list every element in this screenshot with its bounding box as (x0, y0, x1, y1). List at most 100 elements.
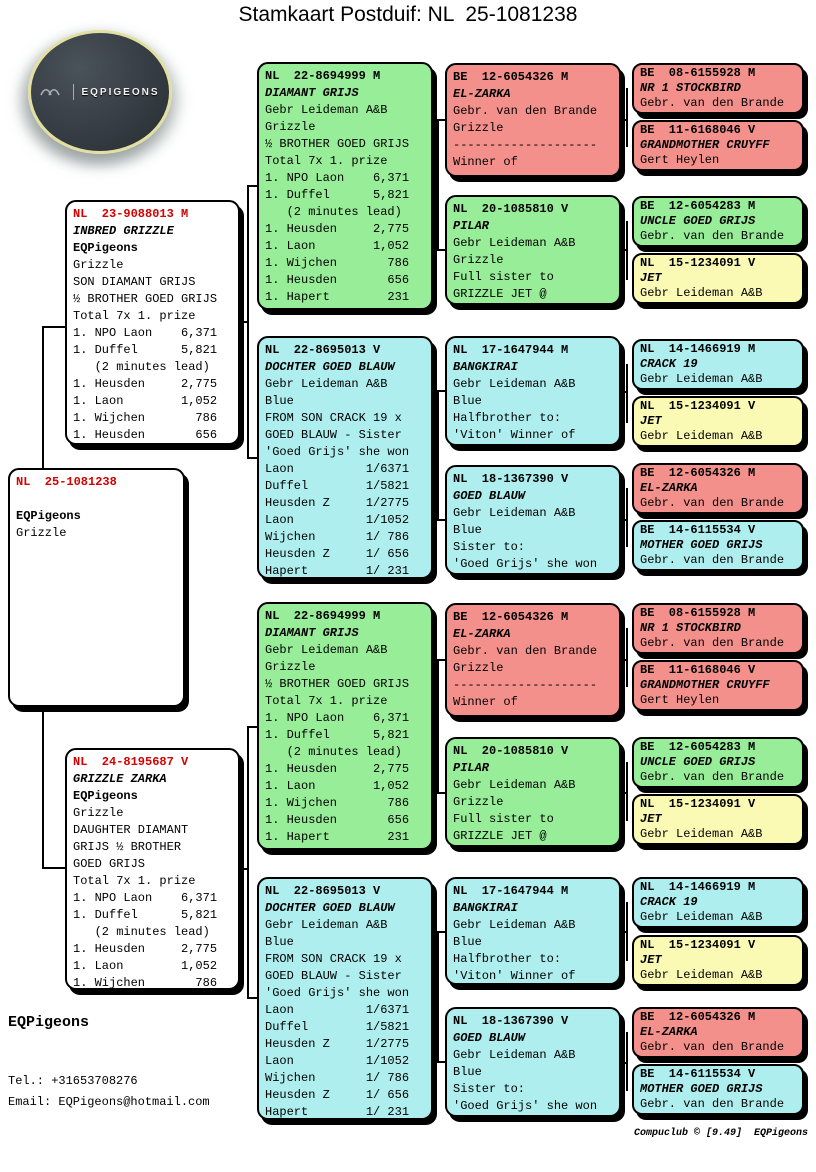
text-line: Gebr Leideman A&B (640, 286, 763, 300)
pedigree-box-pilar-2: NL 20-1085810 V PILAR Gebr Leideman A&B … (445, 737, 621, 847)
text-line: 1. Hapert 231 (265, 290, 410, 304)
text-line: (2 minutes lead) (73, 925, 210, 939)
ring-id: BE 08-6155928 M (640, 606, 756, 620)
pigeon-name: JET (640, 812, 662, 826)
pigeon-name: DIAMANT GRIJS (265, 626, 359, 640)
ring-id: NL 18-1367390 V (453, 1014, 569, 1028)
text-line: Gebr Leideman A&B (453, 1048, 576, 1062)
text-line: Grizzle (16, 526, 67, 540)
text-line: 1. Heusden 656 (73, 428, 218, 442)
pedigree-box-mother-goed-grijs-1: BE 14-6115534 V MOTHER GOED GRIJS Gebr. … (632, 520, 804, 571)
pedigree-connector (439, 519, 445, 521)
text-line: 'Viton' Winner of (453, 428, 576, 442)
text-line: Gebr Leideman A&B (640, 968, 763, 982)
ring-id: BE 12-6054326 M (640, 1010, 756, 1024)
text-line: Laon 1/1052 (265, 1054, 410, 1068)
ring-id: NL 15-1234091 V (640, 256, 756, 270)
text-line: Full sister to (453, 812, 554, 826)
text-line: Heusden Z 1/2775 (265, 1037, 410, 1051)
pigeon-name: EL-ZARKA (453, 87, 511, 101)
text-line: FROM SON CRACK 19 x (265, 411, 402, 425)
breeder-name: EQPigeons (8, 1014, 90, 1031)
text-line: DAUGHTER DIAMANT (73, 823, 189, 837)
text-line: 1. Heusden 656 (265, 813, 410, 827)
pedigree-connector (626, 628, 628, 687)
text-line: 1. Heusden 656 (265, 273, 410, 287)
pedigree-connector (431, 726, 437, 728)
text-line: 'Goed Grijs' she won (453, 1099, 598, 1113)
text-line: Grizzle (73, 258, 124, 272)
text-line: Blue (453, 935, 482, 949)
text-line: Gebr Leideman A&B (640, 372, 763, 386)
text-line: GRIZZLE JET @ (453, 829, 547, 843)
pedigree-connector (626, 88, 628, 147)
pigeon-name: DOCHTER GOED BLAUW (265, 360, 395, 374)
ring-id: NL 25-1081238 (16, 475, 117, 489)
text-line: 1. Wijchen 786 (73, 411, 218, 425)
pedigree-box-jet-1: NL 15-1234091 V JET Gebr Leideman A&B (632, 253, 804, 304)
pedigree-connector (439, 1061, 445, 1063)
ring-id: NL 22-8694999 M (265, 609, 381, 623)
text-line: 1. Duffel 5,821 (73, 343, 218, 357)
text-line: 1. Duffel 5,821 (265, 728, 410, 742)
pedigree-box-jet-3: NL 15-1234091 V JET Gebr Leideman A&B (632, 794, 804, 845)
ring-id: NL 17-1647944 M (453, 884, 569, 898)
software-credit: Compuclub © [9.49] EQPigeons (633, 1128, 808, 1139)
text-line: Gebr Leideman A&B (453, 506, 576, 520)
pedigree-box-diamant-grijs-1: NL 22-8694999 M DIAMANT GRIJS Gebr Leide… (257, 62, 433, 310)
text-line: Grizzle (453, 795, 504, 809)
text-line: 1. Heusden 2,775 (73, 942, 218, 956)
pedigree-box-el-zarka-small-2: BE 12-6054326 M EL-ZARKA Gebr. van den B… (632, 1007, 804, 1058)
pedigree-box-uncle-goed-grijs-2: BE 12-6054283 M UNCLE GOED GRIJS Gebr. v… (632, 737, 804, 788)
text-line: 'Goed Grijs' she won (265, 986, 410, 1000)
ring-id: NL 15-1234091 V (640, 797, 756, 811)
text-line: Total 7x 1. prize (265, 694, 388, 708)
ring-id: NL 22-8695013 V (265, 884, 381, 898)
text-line: (2 minutes lead) (265, 745, 402, 759)
text-line: 1. Wijchen 786 (73, 976, 218, 990)
ring-id: NL 22-8694999 M (265, 69, 381, 83)
pedigree-connector (626, 762, 628, 821)
ring-id: BE 12-6054283 M (640, 199, 756, 213)
text-line: 1. Heusden 2,775 (265, 222, 410, 236)
pedigree-connector (619, 659, 626, 661)
text-line: Halfbrother to: (453, 411, 562, 425)
pigeon-name: PILAR (453, 761, 490, 775)
text-line: FROM SON CRACK 19 x (265, 952, 402, 966)
pedigree-connector (626, 488, 628, 547)
text-line: Gebr. van den Brande (640, 553, 785, 567)
pigeon-name: GRIZZLE ZARKA (73, 772, 167, 786)
text-line: 1. NPO Laon 6,371 (73, 891, 218, 905)
text-line: Gebr Leideman A&B (265, 103, 388, 117)
pedigree-box-el-zarka-1: BE 12-6054326 M EL-ZARKA Gebr. van den B… (445, 63, 621, 177)
text-line: 1. Laon 1,052 (265, 779, 410, 793)
pedigree-box-subject: NL 25-1081238 EQPigeons Grizzle (8, 468, 185, 707)
text-line: Total 7x 1. prize (73, 874, 196, 888)
pedigree-connector (619, 249, 626, 251)
pigeon-name: BANGKIRAI (453, 360, 518, 374)
pedigree-box-goed-blauw-2: NL 18-1367390 V GOED BLAUW Gebr Leideman… (445, 1007, 621, 1117)
text-line: Sister to: (453, 540, 526, 554)
pigeon-name: CRACK 19 (640, 357, 698, 371)
pedigree-connector (439, 390, 445, 392)
text-line: Gebr Leideman A&B (265, 918, 388, 932)
text-line: (2 minutes lead) (73, 360, 210, 374)
text-line: Gebr Leideman A&B (453, 918, 576, 932)
text-line: 'Goed Grijs' she won (453, 557, 598, 571)
ring-id: BE 14-6115534 V (640, 523, 756, 537)
text-line: Gebr Leideman A&B (453, 236, 576, 250)
pedigree-box-nr1-stockbird-1: BE 08-6155928 M NR 1 STOCKBIRD Gebr. van… (632, 63, 804, 114)
pigeon-name: INBRED GRIZZLE (73, 224, 174, 238)
pigeon-name: NR 1 STOCKBIRD (640, 81, 741, 95)
text-line: Blue (265, 394, 294, 408)
ring-id: NL 20-1085810 V (453, 202, 569, 216)
text-line: Gebr Leideman A&B (640, 429, 763, 443)
text-line: 1. Duffel 5,821 (265, 188, 410, 202)
text-line: -------------------- (453, 678, 598, 692)
ring-id: NL 14-1466919 M (640, 880, 756, 894)
pedigree-connector (439, 119, 445, 121)
pedigree-box-goed-blauw-1: NL 18-1367390 V GOED BLAUW Gebr Leideman… (445, 465, 621, 575)
text-line: Gebr Leideman A&B (640, 827, 763, 841)
text-line: Heusden Z 1/ 656 (265, 1088, 410, 1102)
